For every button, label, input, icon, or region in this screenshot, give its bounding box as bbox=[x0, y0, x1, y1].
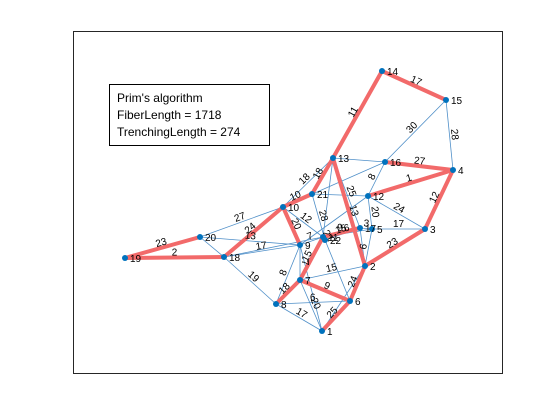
node-label-10: 10 bbox=[288, 203, 300, 214]
node-marker-20 bbox=[197, 234, 203, 240]
node-label-4: 4 bbox=[458, 166, 464, 177]
node-marker-3 bbox=[422, 226, 428, 232]
edge-weight-label: 2 bbox=[172, 247, 178, 258]
node-label-3: 3 bbox=[430, 225, 436, 236]
node-label-17: 17 bbox=[365, 224, 377, 235]
node-label-7: 7 bbox=[305, 276, 311, 287]
node-marker-1 bbox=[319, 328, 325, 334]
annotation-title: Prim's algorithm bbox=[117, 90, 262, 107]
edge-weight-label: 28 bbox=[448, 128, 460, 141]
node-marker-6 bbox=[347, 298, 353, 304]
node-label-16: 16 bbox=[390, 158, 402, 169]
trenching-length-text: TrenchingLength = 274 bbox=[117, 124, 262, 141]
node-marker-13 bbox=[330, 155, 336, 161]
node-label-19: 19 bbox=[130, 254, 142, 265]
node-marker-9 bbox=[297, 242, 303, 248]
node-marker-15 bbox=[443, 97, 449, 103]
node-marker-21 bbox=[309, 191, 315, 197]
node-marker-12 bbox=[365, 193, 371, 199]
node-label-14: 14 bbox=[387, 67, 399, 78]
node-label-20: 20 bbox=[205, 233, 217, 244]
node-label-13: 13 bbox=[338, 154, 350, 165]
edge-weight-label: 27 bbox=[413, 155, 426, 167]
node-marker-2 bbox=[362, 263, 368, 269]
node-label-12: 12 bbox=[373, 192, 385, 203]
node-marker-14 bbox=[379, 68, 385, 74]
node-label-18: 18 bbox=[229, 253, 241, 264]
node-label-9: 9 bbox=[305, 241, 311, 252]
annotation-box: Prim's algorithm FiberLength = 1718 Tren… bbox=[109, 84, 270, 146]
node-marker-7 bbox=[297, 277, 303, 283]
edge-weight-label: 20 bbox=[368, 206, 380, 219]
fiber-length-text: FiberLength = 1718 bbox=[117, 107, 262, 124]
edge-weight-label: 6 bbox=[310, 292, 316, 303]
node-label-1: 1 bbox=[327, 327, 333, 338]
edge-weight-label: 13 bbox=[244, 231, 256, 243]
node-label-15: 15 bbox=[451, 96, 463, 107]
node-marker-22 bbox=[322, 237, 328, 243]
node-label-8: 8 bbox=[281, 300, 287, 311]
node-label-6: 6 bbox=[355, 297, 361, 308]
node-marker-18 bbox=[221, 254, 227, 260]
node-marker-16 bbox=[382, 159, 388, 165]
node-marker-4 bbox=[450, 167, 456, 173]
node-marker-10 bbox=[280, 204, 286, 210]
node-label-2: 2 bbox=[370, 262, 376, 273]
node-marker-17 bbox=[357, 225, 363, 231]
edge-weight-label: 17 bbox=[255, 240, 268, 253]
node-label-5: 5 bbox=[377, 225, 383, 236]
node-marker-8 bbox=[273, 301, 279, 307]
edge-weight-label: 17 bbox=[393, 219, 405, 230]
node-label-21: 21 bbox=[317, 190, 329, 201]
node-label-22: 22 bbox=[330, 236, 342, 247]
node-marker-19 bbox=[122, 255, 128, 261]
